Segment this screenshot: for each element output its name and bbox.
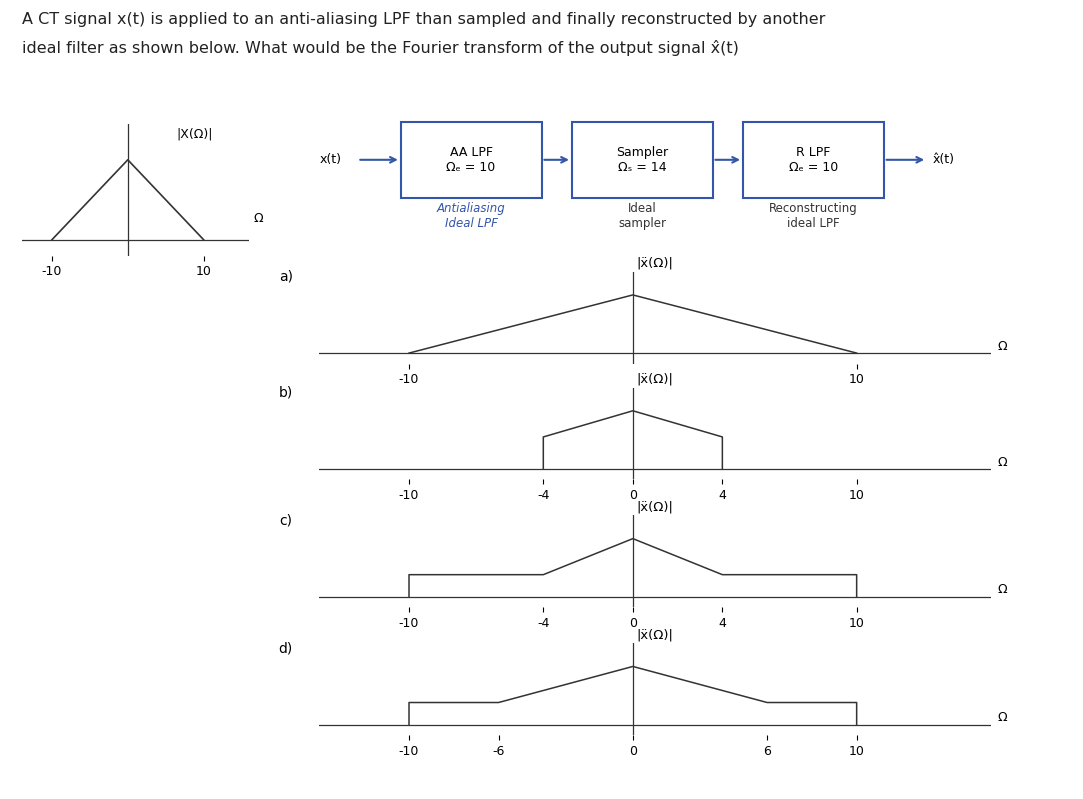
Text: |X(Ω)|: |X(Ω)| [177, 128, 213, 141]
Text: AA LPF
Ωₑ = 10: AA LPF Ωₑ = 10 [446, 145, 496, 174]
Text: Ω: Ω [997, 583, 1007, 597]
Text: |ẍ(Ω)|: |ẍ(Ω)| [637, 500, 674, 514]
Text: Sampler
Ωₛ = 14: Sampler Ωₛ = 14 [616, 145, 668, 174]
Text: Ω: Ω [253, 213, 263, 225]
Text: x(t): x(t) [319, 153, 341, 166]
Text: ideal filter as shown below. What would be the Fourier transform of the output s: ideal filter as shown below. What would … [22, 40, 739, 56]
Text: c): c) [279, 514, 292, 527]
Text: d): d) [278, 642, 292, 655]
Text: Ω: Ω [997, 711, 1007, 725]
Text: Ω: Ω [997, 455, 1007, 469]
Text: R LPF
Ωₑ = 10: R LPF Ωₑ = 10 [788, 145, 838, 174]
Text: x̂(t): x̂(t) [932, 153, 954, 166]
Text: Reconstructing
ideal LPF: Reconstructing ideal LPF [769, 201, 858, 230]
Text: b): b) [278, 386, 292, 400]
Text: Antialiasing
Ideal LPF: Antialiasing Ideal LPF [436, 201, 506, 230]
Text: A CT signal x(t) is applied to an anti-aliasing LPF than sampled and finally rec: A CT signal x(t) is applied to an anti-a… [22, 12, 825, 27]
Text: |ẍ(Ω)|: |ẍ(Ω)| [637, 628, 674, 642]
Text: Ω: Ω [997, 340, 1007, 353]
Text: Ideal
sampler: Ideal sampler [618, 201, 666, 230]
Text: |ẍ(Ω)|: |ẍ(Ω)| [637, 372, 674, 386]
Text: |ẍ(Ω)|: |ẍ(Ω)| [637, 256, 674, 270]
Text: a): a) [278, 270, 292, 284]
